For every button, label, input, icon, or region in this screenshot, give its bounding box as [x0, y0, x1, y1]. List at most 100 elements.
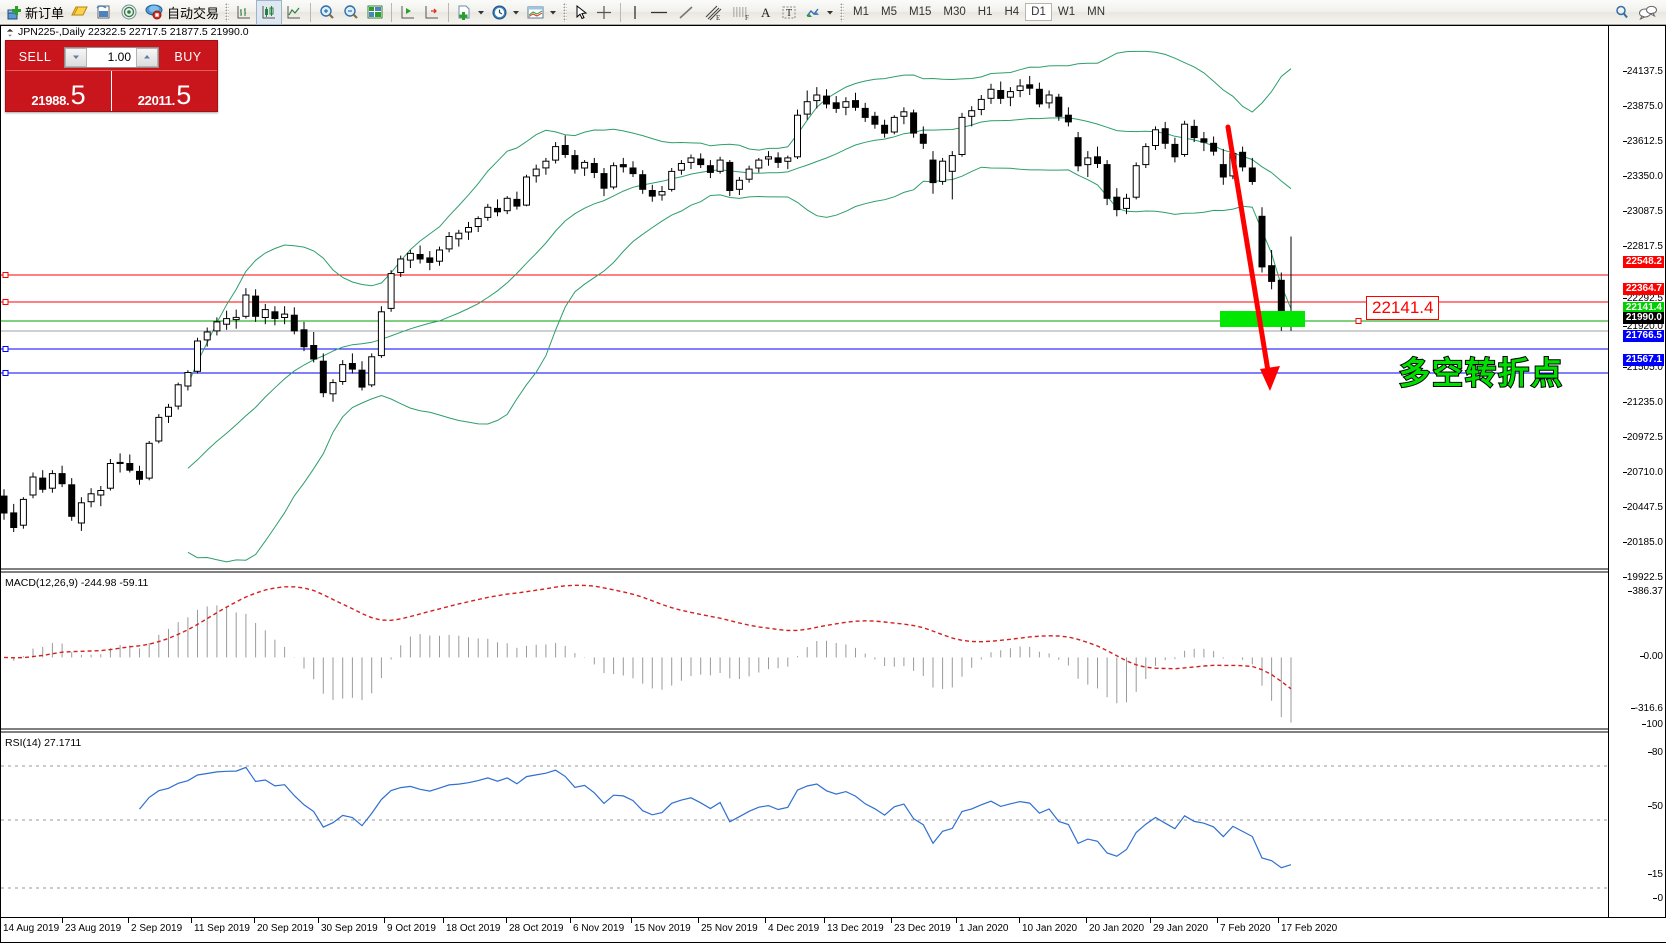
timeframe-h1[interactable]: H1: [977, 6, 993, 18]
chinese-note-annotation[interactable]: 多空转折点: [1398, 355, 1564, 393]
new-order-button[interactable]: 新订单: [4, 1, 67, 24]
chart-plot-area[interactable]: [1, 39, 1609, 930]
time-gridmark-7: [443, 918, 444, 923]
line-handles[interactable]: [2, 272, 9, 376]
price-tick-20185: 20185.0: [1622, 537, 1663, 548]
timeframe-m15[interactable]: M15: [909, 6, 932, 18]
vertical-line-button[interactable]: [625, 1, 645, 24]
volume-increment-button[interactable]: [136, 47, 158, 67]
toolbar-grip-2[interactable]: [563, 2, 568, 22]
indicators-button[interactable]: [523, 1, 560, 24]
line-chart-button[interactable]: [282, 1, 306, 24]
sell-price[interactable]: 21988 . 5: [6, 71, 112, 111]
shapes-icon: [806, 8, 820, 17]
toolbar-grip[interactable]: [225, 2, 230, 22]
time-tick-0: 14 Aug 2019: [3, 923, 60, 934]
new-chart-button[interactable]: [453, 1, 488, 24]
time-gridmark-17: [1086, 918, 1087, 923]
folder-button[interactable]: [67, 1, 92, 24]
time-tick-2: 2 Sep 2019: [131, 923, 183, 934]
rsi-tick-0: 0: [1653, 893, 1663, 904]
timeframe-mn[interactable]: MN: [1087, 6, 1105, 18]
time-gridmark-1: [62, 918, 63, 923]
down-trend-arrow[interactable]: [1225, 124, 1280, 391]
broadcast-button[interactable]: [117, 1, 142, 24]
data-window-button[interactable]: [363, 1, 387, 24]
sell-button[interactable]: SELL: [18, 50, 52, 64]
horizontal-line-icon: [651, 11, 668, 13]
cursor-button[interactable]: [570, 1, 592, 24]
price-scale[interactable]: 24137.5 23875.0 23612.5 23350.0 23087.5 …: [1608, 26, 1665, 917]
price-tick-21235: 21235.0: [1622, 397, 1663, 408]
timeframe-w1[interactable]: W1: [1057, 6, 1076, 18]
candlestick-chart-button[interactable]: [256, 0, 283, 25]
buy-button[interactable]: BUY: [174, 50, 202, 64]
price-label-21567[interactable]: 21567.1: [1622, 354, 1664, 366]
timeframe-m5[interactable]: M5: [881, 6, 897, 18]
timeframe-d1[interactable]: D1: [1025, 3, 1052, 21]
broadcast-icon: [121, 4, 137, 19]
text-label-button[interactable]: T: [777, 1, 801, 24]
timeframe-h4[interactable]: H4: [1004, 6, 1020, 18]
price-label-21990: 21990.0: [1622, 312, 1664, 324]
time-scale[interactable]: 14 Aug 2019 23 Aug 2019 2 Sep 2019 11 Se…: [0, 917, 1666, 942]
buy-price[interactable]: 22011 . 5: [112, 71, 217, 111]
order-panel-top-row: SELL 1.00 BUY: [6, 41, 217, 70]
zoom-in-button[interactable]: [315, 1, 339, 24]
price-tick-22292: 22292.5: [1622, 293, 1663, 304]
auto-scroll-button[interactable]: [420, 1, 444, 24]
chart-minimize-icon[interactable]: [5, 27, 15, 38]
volume-input[interactable]: 1.00: [87, 47, 136, 67]
periodicity-icon: [492, 5, 507, 19]
price-label-21766[interactable]: 21766.5: [1622, 330, 1664, 342]
equidistant-channel-icon: E: [705, 5, 722, 21]
volume-stepper[interactable]: 1.00: [64, 46, 159, 68]
bar-chart-button[interactable]: [232, 1, 256, 24]
search-button[interactable]: [1610, 1, 1634, 24]
horizontal-line-button[interactable]: [645, 1, 673, 24]
chevron-down-icon[interactable]: [476, 4, 485, 21]
time-gridmark-6: [384, 918, 385, 923]
chat-button[interactable]: [1634, 1, 1662, 24]
crosshair-button[interactable]: [592, 1, 616, 24]
auto-trading-button[interactable]: 自动交易: [142, 1, 222, 24]
text-button[interactable]: A: [755, 1, 777, 24]
svg-text:E: E: [716, 14, 720, 21]
time-gridmark-12: [765, 918, 766, 923]
price-label-22364[interactable]: 22364.7: [1622, 283, 1664, 295]
volume-decrement-button[interactable]: [65, 47, 87, 67]
search-icon: [1616, 5, 1628, 18]
chart-shift-button[interactable]: [396, 1, 420, 24]
shapes-button[interactable]: [801, 1, 837, 24]
price-label-22141[interactable]: 22141.4: [1622, 302, 1664, 314]
timeframe-m30[interactable]: M30: [943, 6, 966, 18]
time-gridmark-15: [956, 918, 957, 923]
folder-icon: [71, 6, 88, 15]
chevron-down-icon[interactable]: [511, 4, 520, 21]
print-preview-button[interactable]: [92, 1, 117, 24]
rsi-tick-15: 15: [1647, 869, 1663, 880]
zoom-out-button[interactable]: [339, 1, 363, 24]
periodicity-button[interactable]: [488, 1, 523, 24]
time-tick-11: 25 Nov 2019: [701, 923, 758, 934]
trendline-button[interactable]: [673, 1, 699, 24]
chevron-down-icon[interactable]: [548, 4, 557, 21]
pivot-label-handle[interactable]: [1355, 318, 1362, 324]
time-tick-1: 23 Aug 2019: [65, 923, 122, 934]
chevron-up-icon: [144, 55, 150, 59]
one-click-trading-panel[interactable]: SELL 1.00 BUY: [5, 40, 218, 112]
candlestick-series[interactable]: [1, 75, 1295, 532]
pivot-price-annotation[interactable]: 22141.4: [1366, 296, 1440, 320]
time-gridmark-10: [631, 918, 632, 923]
chevron-down-icon[interactable]: [825, 4, 834, 21]
pivot-highlight-band[interactable]: [1220, 311, 1305, 327]
chart-window[interactable]: JPN225-,Daily 22322.5 22717.5 21877.5 21…: [0, 25, 1666, 943]
auto-trading-icon: [145, 4, 163, 19]
equidistant-channel-button[interactable]: E: [699, 1, 727, 24]
fibonacci-button[interactable]: F: [727, 1, 755, 24]
timeframe-m1[interactable]: M1: [853, 6, 870, 18]
chevron-down-icon: [73, 55, 79, 59]
price-label-22548[interactable]: 22548.2: [1622, 256, 1664, 268]
toolbar-grip-3[interactable]: [840, 2, 845, 22]
sell-price-integer: 21988: [31, 93, 66, 108]
